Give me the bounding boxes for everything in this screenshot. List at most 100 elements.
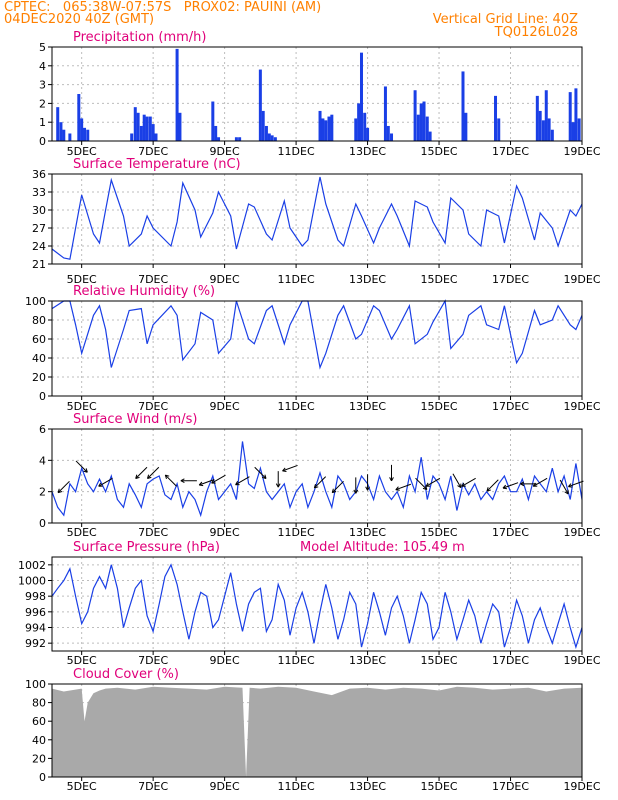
x-tick-label: 11DEC: [278, 145, 315, 158]
y-tick-label: 24: [32, 240, 46, 253]
precip-bar: [83, 127, 87, 141]
precip-bar: [497, 118, 501, 141]
panel-0: 0 1 2 3 4 5 5DEC 7DEC 9DEC 11DEC 13DEC 15DEC 17DEC 19…: [39, 30, 601, 158]
y-tick-label: 4: [39, 454, 46, 467]
x-tick-label: 5DEC: [67, 526, 97, 539]
x-tick-label: 19DEC: [563, 654, 600, 667]
plot-frame: [51, 173, 583, 265]
plot-frame: [51, 300, 583, 397]
x-tick-label: 11DEC: [278, 654, 315, 667]
wind-arrow: [180, 478, 197, 484]
wind-arrow: [211, 474, 226, 484]
precip-bar: [544, 90, 548, 141]
precip-bar: [238, 137, 242, 141]
wind-arrow: [353, 477, 359, 494]
precip-bar: [175, 48, 179, 141]
panel-3: 0 2 4 6 5DEC 7DEC 9DEC 11DEC 13DEC 15DEC 17DEC 19DE…: [39, 412, 601, 539]
precip-bar: [324, 120, 328, 141]
x-tick-label: 19DEC: [563, 400, 600, 413]
x-tick-label: 5DEC: [67, 654, 97, 667]
plot-frame: [51, 683, 583, 778]
x-tick-label: 13DEC: [349, 780, 386, 793]
wind-arrow: [331, 480, 344, 494]
precip-bar: [568, 92, 572, 141]
panel-title: Precipitation (mm/h): [73, 30, 206, 45]
x-tick-label: 19DEC: [563, 780, 600, 793]
x-tick-label: 15DEC: [420, 145, 457, 158]
x-tick-label: 7DEC: [138, 145, 168, 158]
wind-arrow: [135, 466, 148, 480]
wind-arrow: [282, 464, 298, 472]
precip-bar: [148, 116, 152, 141]
panel-title: Surface Pressure (hPa): [73, 540, 220, 555]
precip-bar: [422, 101, 426, 141]
y-tick-label: 5: [39, 41, 46, 54]
x-tick-label: 17DEC: [492, 526, 529, 539]
precip-bar: [425, 116, 429, 141]
x-tick-label: 13DEC: [349, 654, 386, 667]
x-tick-label: 17DEC: [492, 145, 529, 158]
y-tick-label: 1: [39, 116, 46, 129]
precip-bar: [86, 129, 90, 141]
header-grid-line: Vertical Grid Line: 40Z: [432, 12, 578, 27]
x-tick-label: 19DEC: [563, 273, 600, 286]
precip-bar: [574, 88, 578, 141]
precip-bar: [357, 103, 361, 141]
precip-bar: [264, 125, 268, 141]
precip-bar: [142, 114, 146, 141]
header-station: CPTEC: 065:38W-07:57S PROX02: PAUINI (AM…: [4, 0, 322, 15]
precip-bar: [77, 94, 81, 141]
panel-5: 0 20 40 60 80 100 5DEC 7DEC 9DEC 11DEC 13DEC 15DEC 1…: [25, 667, 601, 793]
precip-bar: [80, 118, 84, 141]
x-tick-label: 7DEC: [138, 654, 168, 667]
panel-title: Surface Temperature (nC): [73, 157, 241, 172]
y-tick-label: 2: [39, 97, 46, 110]
plot-frame: [51, 46, 583, 142]
y-tick-label: 2: [39, 486, 46, 499]
y-tick-label: 3: [39, 79, 46, 92]
x-tick-label: 9DEC: [210, 400, 240, 413]
precip-bar: [547, 118, 551, 141]
wind-arrow: [275, 471, 281, 488]
wind-arrow: [98, 477, 113, 487]
x-tick-label: 13DEC: [349, 526, 386, 539]
precip-bar: [151, 124, 155, 141]
precip-bar: [494, 95, 498, 141]
precip-bar: [234, 137, 238, 141]
y-tick-label: 4: [39, 60, 46, 73]
y-tick-label: 1002: [18, 559, 46, 572]
series-line: [51, 563, 583, 650]
x-tick-label: 11DEC: [278, 780, 315, 793]
wind-arrow: [235, 476, 250, 486]
precip-bar: [461, 71, 465, 141]
wind-arrow: [486, 479, 499, 492]
wind-arrow: [365, 474, 370, 491]
precip-bar: [136, 112, 140, 141]
x-tick-label: 9DEC: [210, 780, 240, 793]
wind-arrow: [520, 481, 537, 487]
precip-bar: [133, 107, 137, 141]
wind-arrow: [75, 460, 88, 473]
wind-arrow: [254, 466, 267, 480]
x-tick-label: 9DEC: [210, 145, 240, 158]
y-tick-label: 36: [32, 168, 46, 181]
x-tick-label: 17DEC: [492, 273, 529, 286]
panel-1: 21 24 27 30 33 36 5DEC 7DEC 9DEC 11DEC 13DEC 15DEC 1…: [32, 157, 601, 286]
wind-arrow: [164, 474, 178, 487]
x-tick-label: 5DEC: [67, 400, 97, 413]
y-tick-label: 0: [39, 517, 46, 530]
series-line: [51, 176, 583, 260]
wind-arrow: [532, 477, 548, 487]
panel-4: 992 994 996 998 1000 1002 5DEC 7DEC 9DEC 11DEC 13D…: [18, 540, 601, 667]
wind-arrow: [313, 476, 327, 489]
x-tick-label: 15DEC: [420, 780, 457, 793]
precip-bar: [390, 133, 394, 141]
x-tick-label: 7DEC: [138, 273, 168, 286]
y-tick-label: 996: [25, 606, 46, 619]
precip-bar: [363, 112, 367, 141]
y-tick-label: 0: [39, 135, 46, 148]
wind-arrow: [389, 464, 394, 482]
y-tick-label: 100: [25, 295, 46, 308]
wind-arrow: [425, 477, 441, 487]
y-tick-label: 40: [32, 352, 46, 365]
